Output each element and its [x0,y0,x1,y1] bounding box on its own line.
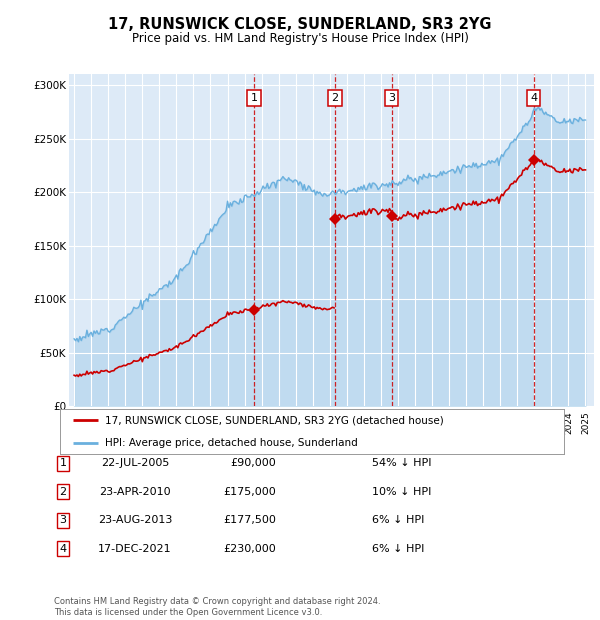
Text: 2: 2 [59,487,67,497]
Text: 1: 1 [59,458,67,468]
Text: £175,000: £175,000 [223,487,276,497]
Text: 10% ↓ HPI: 10% ↓ HPI [372,487,431,497]
Text: 17, RUNSWICK CLOSE, SUNDERLAND, SR3 2YG (detached house): 17, RUNSWICK CLOSE, SUNDERLAND, SR3 2YG … [106,415,444,425]
Text: 1: 1 [250,92,257,103]
Text: 17-DEC-2021: 17-DEC-2021 [98,544,172,554]
Text: HPI: Average price, detached house, Sunderland: HPI: Average price, detached house, Sund… [106,438,358,448]
Text: 54% ↓ HPI: 54% ↓ HPI [372,458,431,468]
Text: Price paid vs. HM Land Registry's House Price Index (HPI): Price paid vs. HM Land Registry's House … [131,32,469,45]
Text: Contains HM Land Registry data © Crown copyright and database right 2024.
This d: Contains HM Land Registry data © Crown c… [54,598,380,617]
Text: 6% ↓ HPI: 6% ↓ HPI [372,544,424,554]
Text: 4: 4 [59,544,67,554]
Text: 17, RUNSWICK CLOSE, SUNDERLAND, SR3 2YG: 17, RUNSWICK CLOSE, SUNDERLAND, SR3 2YG [108,17,492,32]
Text: £177,500: £177,500 [223,515,276,525]
Text: 3: 3 [59,515,67,525]
Text: 3: 3 [388,92,395,103]
Text: 23-APR-2010: 23-APR-2010 [99,487,171,497]
Text: 2: 2 [332,92,338,103]
Text: 4: 4 [530,92,537,103]
Text: 6% ↓ HPI: 6% ↓ HPI [372,515,424,525]
Text: 23-AUG-2013: 23-AUG-2013 [98,515,172,525]
Text: £230,000: £230,000 [223,544,276,554]
Text: 22-JUL-2005: 22-JUL-2005 [101,458,169,468]
Text: £90,000: £90,000 [230,458,276,468]
